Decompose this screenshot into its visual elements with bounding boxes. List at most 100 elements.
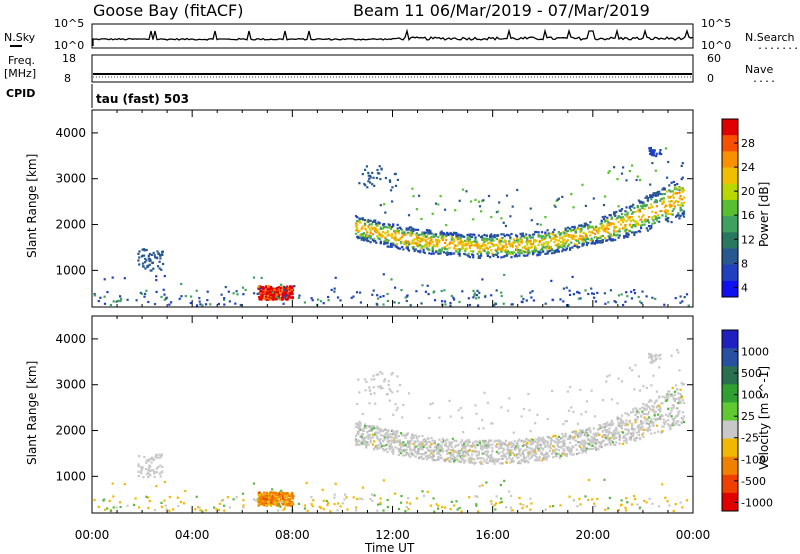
data-cell [283,507,286,510]
data-cell [273,496,276,499]
data-cell [626,423,629,426]
data-cell [272,491,275,494]
data-cell [155,257,158,260]
data-cell [391,232,394,236]
data-cell [481,235,484,238]
data-cell [511,303,514,306]
data-cell [604,428,607,431]
data-cell [672,418,675,421]
data-cell [449,304,452,307]
data-cell [487,241,491,244]
data-cell [241,286,245,289]
data-cell [415,234,418,237]
data-cell [531,253,535,256]
data-cell [273,494,276,497]
data-cell [476,495,479,498]
data-cell [631,369,634,372]
data-cell [597,448,600,451]
data-cell [634,407,637,410]
data-cell [540,231,544,234]
data-cell [501,462,504,465]
data-cell [551,389,554,392]
data-cell [379,387,382,390]
data-cell [656,193,660,196]
data-cell [661,425,664,428]
data-cell [490,453,493,456]
data-cell [638,389,642,392]
data-cell [682,196,686,199]
data-cell [517,446,520,450]
data-cell [581,244,584,247]
data-cell [498,501,501,504]
data-cell [605,430,608,433]
data-cell [480,457,483,460]
data-cell [425,442,429,445]
data-cell [556,438,559,441]
data-cell [477,510,480,513]
data-cell [666,190,669,193]
data-cell [376,224,379,227]
data-cell [529,239,532,242]
data-cell [595,448,598,451]
data-cell [502,245,505,248]
data-cell [620,424,624,427]
data-cell [613,300,616,303]
data-cell [413,238,416,241]
data-cell [649,428,652,431]
data-cell [565,240,568,243]
data-cell [641,290,644,293]
data-cell [428,416,431,420]
data-cell [278,293,281,296]
data-cell [472,218,475,221]
data-cell [553,204,556,207]
data-cell [455,250,458,253]
data-cell [601,439,604,443]
data-cell [476,244,479,247]
data-cell [366,235,369,239]
data-cell [517,239,520,242]
data-cell [459,238,462,241]
data-cell [138,455,141,458]
data-cell [617,236,620,239]
data-cell [643,499,646,502]
data-cell [161,251,164,254]
data-cell [615,218,618,221]
data-cell [373,494,376,497]
data-cell [440,230,443,233]
data-cell [367,219,370,222]
data-cell [267,285,270,288]
data-cell [628,230,631,233]
data-cell [409,455,412,458]
data-cell [394,237,397,240]
data-cell [451,448,454,451]
data-cell [530,243,533,246]
data-cell [434,240,438,243]
data-cell [511,245,514,248]
data-cell [664,215,667,218]
data-cell [424,439,427,442]
data-cell [149,473,152,476]
data-cell [615,225,618,229]
data-cell [137,463,140,466]
data-cell [343,498,346,501]
data-cell [625,291,628,294]
data-cell [660,197,663,201]
data-cell [379,428,382,431]
data-cell [640,205,643,208]
data-cell [601,234,604,238]
data-cell [401,240,404,243]
data-cell [429,441,432,444]
data-cell [534,440,537,443]
data-cell [260,292,263,295]
data-cell [568,495,571,498]
data-cell [380,445,384,448]
data-cell [440,456,443,460]
data-cell [584,240,587,243]
data-cell [662,200,665,203]
data-cell [593,446,596,449]
data-cell [422,457,425,460]
data-cell [384,239,387,242]
data-cell [262,497,265,500]
data-cell [373,427,376,430]
data-cell [561,246,564,249]
